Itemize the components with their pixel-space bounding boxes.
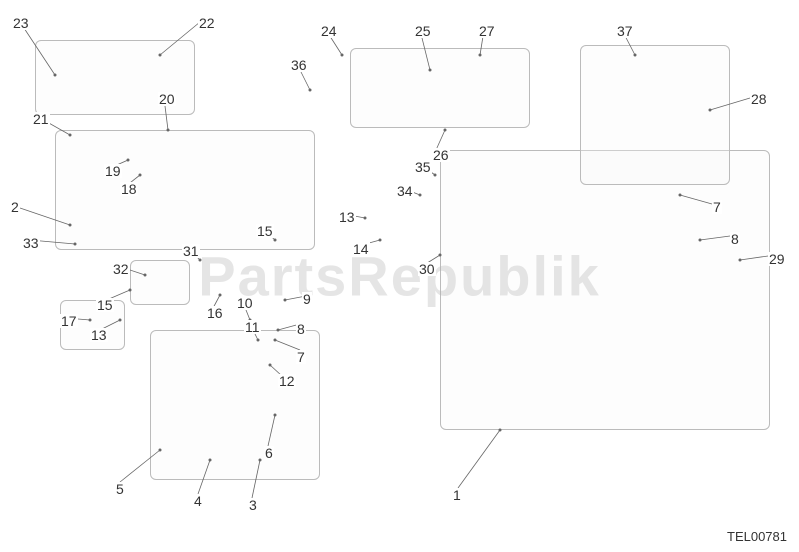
callout-6: 6	[264, 446, 274, 460]
part-outline	[55, 130, 315, 250]
callout-27: 27	[478, 24, 496, 38]
callout-7: 7	[296, 350, 306, 364]
part-outline	[150, 330, 320, 480]
callout-21: 21	[32, 112, 50, 126]
callout-15: 15	[256, 224, 274, 238]
callout-11: 11	[244, 320, 261, 334]
callout-12: 12	[278, 374, 296, 388]
callout-2: 2	[10, 200, 20, 214]
callout-24: 24	[320, 24, 338, 38]
drawing-code: TEL00781	[727, 529, 787, 544]
callout-30: 30	[418, 262, 436, 276]
callout-13: 13	[90, 328, 108, 342]
callout-34: 34	[396, 184, 414, 198]
part-outline	[350, 48, 530, 128]
callout-18: 18	[120, 182, 138, 196]
callout-26: 26	[432, 148, 450, 162]
callout-23: 23	[12, 16, 30, 30]
callout-1: 1	[452, 488, 462, 502]
callout-28: 28	[750, 92, 768, 106]
callout-10: 10	[236, 296, 254, 310]
callout-13: 13	[338, 210, 356, 224]
callout-31: 31	[182, 244, 200, 258]
callout-32: 32	[112, 262, 130, 276]
callout-36: 36	[290, 58, 308, 72]
callout-4: 4	[193, 494, 203, 508]
callout-8: 8	[296, 322, 306, 336]
part-outline	[130, 260, 190, 305]
callout-8: 8	[730, 232, 740, 246]
callout-5: 5	[115, 482, 125, 496]
callout-14: 14	[352, 242, 370, 256]
callout-37: 37	[616, 24, 634, 38]
callout-16: 16	[206, 306, 224, 320]
callout-35: 35	[414, 160, 432, 174]
callout-33: 33	[22, 236, 40, 250]
callout-15: 15	[96, 298, 114, 312]
part-outline	[440, 150, 770, 430]
callout-7: 7	[712, 200, 722, 214]
callout-3: 3	[248, 498, 258, 512]
callout-9: 9	[302, 292, 312, 306]
part-outline	[580, 45, 730, 185]
callout-17: 17	[60, 314, 78, 328]
callout-29: 29	[768, 252, 786, 266]
callout-25: 25	[414, 24, 432, 38]
callout-19: 19	[104, 164, 122, 178]
callout-20: 20	[158, 92, 176, 106]
callout-22: 22	[198, 16, 216, 30]
technical-diagram: 1234567788910111213131415151617181920212…	[0, 0, 799, 552]
